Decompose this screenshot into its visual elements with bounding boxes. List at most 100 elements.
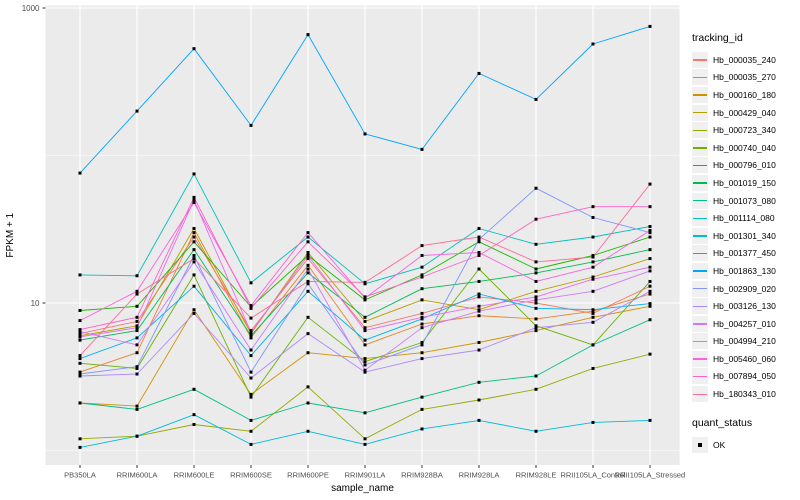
legend-line-swatch-icon [692, 298, 708, 315]
data-point [477, 398, 481, 402]
data-point [591, 277, 595, 281]
data-point [591, 315, 595, 319]
x-tick-label: RRIM600LE [174, 471, 215, 480]
data-point [249, 395, 253, 399]
data-point [534, 306, 538, 310]
panel-background [45, 5, 680, 465]
legend-item: Hb_001377_450 [692, 245, 798, 263]
data-point [249, 370, 253, 374]
data-point [420, 395, 424, 399]
data-point [591, 253, 595, 257]
data-point [420, 275, 424, 279]
data-point [306, 257, 310, 261]
data-point [363, 326, 367, 330]
legend-item: Hb_004257_010 [692, 315, 798, 333]
data-point [249, 376, 253, 380]
data-point [192, 387, 196, 391]
data-point [363, 357, 367, 361]
data-point [192, 260, 196, 264]
data-point [363, 298, 367, 302]
legend-line-swatch-icon [692, 157, 708, 174]
data-point [78, 437, 82, 441]
legend-item: Hb_000429_040 [692, 104, 798, 122]
legend-line-swatch-icon [692, 174, 708, 191]
data-point [591, 320, 595, 324]
x-tick-label: RRIM928BA [401, 471, 443, 480]
legend-line-swatch-icon [692, 227, 708, 244]
data-point [477, 237, 481, 241]
data-point [420, 322, 424, 326]
data-point [420, 265, 424, 269]
data-point [135, 274, 139, 278]
data-point [192, 413, 196, 417]
legend-item: Hb_005460_060 [692, 350, 798, 368]
legend-item: Hb_001114_080 [692, 209, 798, 227]
legend-item: Hb_001301_340 [692, 227, 798, 245]
data-point [135, 292, 139, 296]
data-point [363, 363, 367, 367]
data-point [363, 329, 367, 333]
legend-item: Hb_003126_130 [692, 297, 798, 315]
legend-line-swatch-icon [692, 350, 708, 367]
legend-item-label: Hb_005460_060 [713, 353, 776, 364]
legend-item-label: Hb_001377_450 [713, 248, 776, 259]
x-tick-label: RRII105LA_Control [560, 471, 625, 480]
data-point [477, 309, 481, 313]
data-point [78, 372, 82, 376]
legend-item-label: Hb_002909_020 [713, 283, 776, 294]
data-point [249, 334, 253, 338]
legend-line-swatch-icon [692, 86, 708, 103]
data-point [78, 374, 82, 378]
data-point [306, 250, 310, 254]
data-point [420, 407, 424, 411]
data-point [591, 235, 595, 239]
data-point [534, 97, 538, 101]
data-point [78, 330, 82, 334]
data-point [78, 332, 82, 336]
data-point [420, 244, 424, 248]
x-tick-label: RRIM600SE [230, 471, 272, 480]
legend-title-tracking-id: tracking_id [692, 32, 743, 44]
data-point [477, 348, 481, 352]
legend-item: Hb_000740_040 [692, 139, 798, 157]
legend-item-label: Hb_001863_130 [713, 265, 776, 276]
data-point [477, 250, 481, 254]
legend-item: Hb_000035_240 [692, 51, 798, 69]
legend-item: Hb_004994_210 [692, 333, 798, 351]
data-point [648, 182, 652, 186]
data-point [192, 311, 196, 315]
data-point [363, 315, 367, 319]
data-point [648, 229, 652, 233]
data-point [420, 351, 424, 355]
data-point [135, 372, 139, 376]
data-point [306, 235, 310, 239]
data-point [135, 434, 139, 438]
data-point [648, 257, 652, 261]
data-point [306, 263, 310, 267]
legend-line-swatch-icon [692, 104, 708, 121]
data-point [78, 354, 82, 358]
data-point [363, 368, 367, 372]
data-point [192, 201, 196, 205]
legend-item-label: Hb_001301_340 [713, 230, 776, 241]
data-point [648, 292, 652, 296]
legend-item-label: Hb_000035_270 [713, 72, 776, 83]
data-point [420, 326, 424, 330]
legend-line-swatch-icon [692, 333, 708, 350]
data-point [477, 267, 481, 271]
legend: tracking_id Hb_000035_240 Hb_000035_270 Hb… [692, 32, 798, 453]
data-point [648, 265, 652, 269]
legend-line-swatch-icon [692, 69, 708, 86]
data-point [306, 279, 310, 283]
data-point [78, 361, 82, 365]
data-point [591, 420, 595, 424]
data-point [591, 311, 595, 315]
data-point [420, 340, 424, 344]
legend-item-label: Hb_004994_210 [713, 336, 776, 347]
data-point [363, 338, 367, 342]
data-point [78, 401, 82, 405]
data-point [192, 172, 196, 176]
data-point [78, 335, 82, 339]
legend-item-label: Hb_000740_040 [713, 142, 776, 153]
data-point [135, 324, 139, 328]
